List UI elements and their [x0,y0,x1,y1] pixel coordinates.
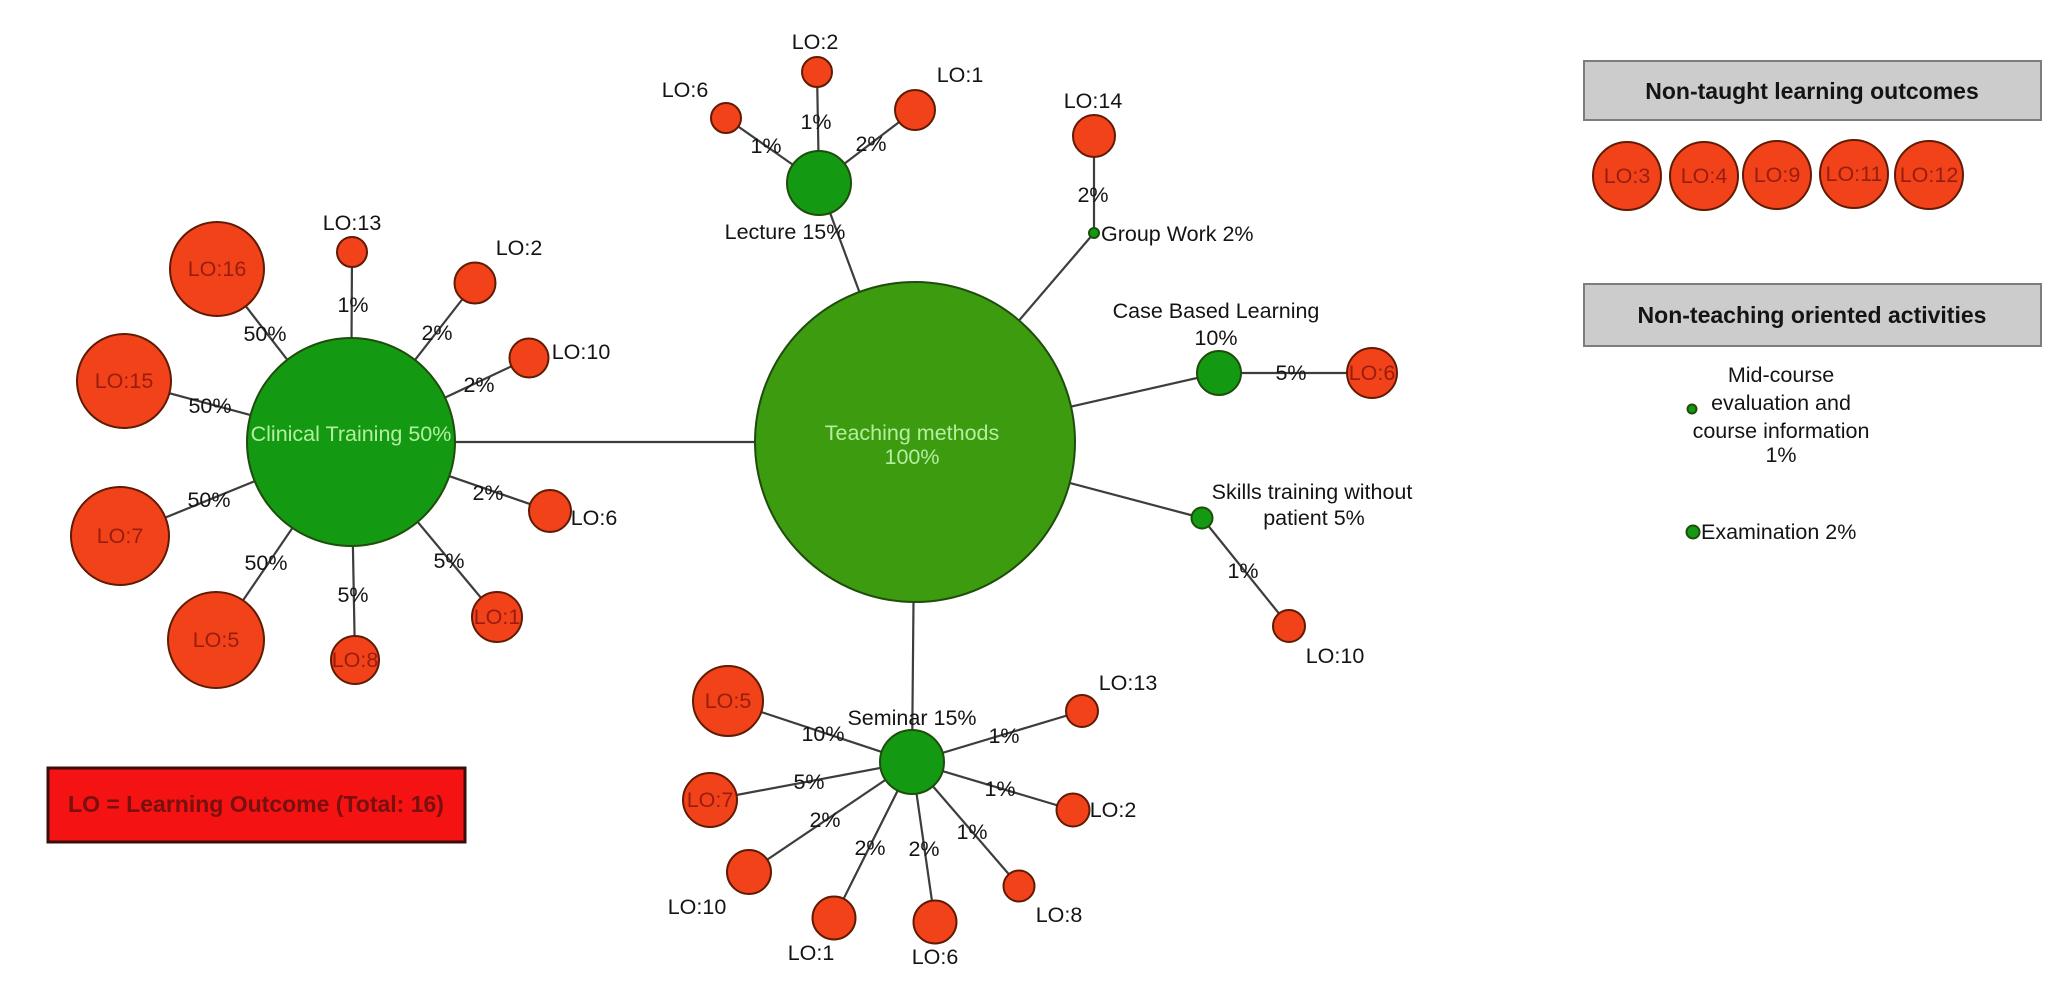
svg-text:LO:12: LO:12 [1900,163,1959,187]
svg-text:Skills training without: Skills training without [1212,480,1413,504]
svg-text:LO:14: LO:14 [1064,89,1123,113]
svg-text:LO:1: LO:1 [937,63,984,87]
svg-text:LO:10: LO:10 [668,895,727,919]
svg-text:1%: 1% [988,724,1019,748]
svg-text:LO:6: LO:6 [662,78,709,102]
svg-text:LO:7: LO:7 [687,788,734,812]
svg-text:LO:2: LO:2 [792,30,839,54]
svg-text:LO:16: LO:16 [188,257,247,281]
svg-text:course information: course information [1693,419,1870,443]
svg-text:LO:8: LO:8 [332,648,379,672]
svg-text:1%: 1% [1765,443,1796,467]
svg-text:100%: 100% [885,445,940,469]
svg-text:LO:6: LO:6 [1349,361,1396,385]
svg-text:5%: 5% [1275,361,1306,385]
svg-text:LO:6: LO:6 [912,945,959,969]
svg-text:2%: 2% [421,321,452,345]
svg-text:2%: 2% [809,808,840,832]
svg-text:Seminar 15%: Seminar 15% [847,706,976,730]
svg-text:2%: 2% [472,481,503,505]
svg-text:5%: 5% [793,770,824,794]
svg-text:LO:1: LO:1 [788,941,835,965]
svg-text:2%: 2% [463,373,494,397]
svg-text:evaluation and: evaluation and [1711,391,1851,415]
svg-text:LO:7: LO:7 [97,524,144,548]
svg-text:1%: 1% [956,820,987,844]
svg-text:10%: 10% [1194,326,1237,350]
svg-text:1%: 1% [337,293,368,317]
svg-text:LO:13: LO:13 [1099,671,1158,695]
svg-text:Lecture 15%: Lecture 15% [725,220,846,244]
svg-text:Case Based Learning: Case Based Learning [1113,299,1320,323]
svg-text:LO:2: LO:2 [1090,798,1137,822]
svg-text:Clinical Training 50%: Clinical Training 50% [251,422,452,446]
svg-text:Non-teaching oriented activiti: Non-teaching oriented activities [1638,302,1987,328]
svg-text:LO = Learning Outcome (Total:: LO = Learning Outcome (Total: 16) [68,791,444,817]
svg-text:LO:11: LO:11 [1826,162,1883,186]
svg-text:2%: 2% [1077,183,1108,207]
svg-text:1%: 1% [750,134,781,158]
svg-text:2%: 2% [908,837,939,861]
svg-text:LO:9: LO:9 [1754,163,1801,187]
svg-text:LO:8: LO:8 [1036,903,1083,927]
svg-text:LO:15: LO:15 [95,369,154,393]
svg-text:5%: 5% [337,583,368,607]
svg-text:Non-taught learning outcomes: Non-taught learning outcomes [1645,78,1979,104]
svg-text:LO:3: LO:3 [1604,164,1651,188]
svg-text:Teaching methods: Teaching methods [825,421,1000,445]
svg-text:LO:1: LO:1 [474,605,521,629]
svg-text:1%: 1% [984,777,1015,801]
svg-text:50%: 50% [188,394,231,418]
svg-text:1%: 1% [1227,559,1258,583]
svg-text:1%: 1% [800,110,831,134]
svg-text:10%: 10% [801,722,844,746]
svg-text:5%: 5% [433,549,464,573]
svg-text:LO:5: LO:5 [193,628,240,652]
svg-text:LO:10: LO:10 [552,340,611,364]
svg-text:50%: 50% [244,551,287,575]
svg-text:Mid-course: Mid-course [1728,363,1834,387]
svg-text:Group Work 2%: Group Work 2% [1101,222,1254,246]
svg-text:LO:6: LO:6 [571,506,618,530]
svg-text:LO:10: LO:10 [1306,644,1365,668]
svg-text:LO:2: LO:2 [496,236,543,260]
svg-text:LO:4: LO:4 [1681,164,1728,188]
svg-text:patient 5%: patient 5% [1263,506,1365,530]
svg-text:LO:5: LO:5 [705,689,752,713]
svg-text:50%: 50% [187,488,230,512]
svg-text:LO:13: LO:13 [323,211,382,235]
svg-text:2%: 2% [854,836,885,860]
svg-text:Examination 2%: Examination 2% [1701,520,1856,544]
svg-text:50%: 50% [243,322,286,346]
svg-text:2%: 2% [855,132,886,156]
